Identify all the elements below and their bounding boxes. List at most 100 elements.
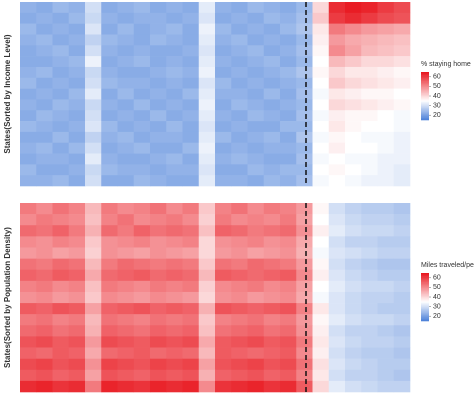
- heat-cell: [393, 280, 411, 293]
- colorbar-segment: [421, 76, 429, 79]
- heat-cell: [68, 2, 86, 14]
- heat-cell: [345, 347, 362, 359]
- heat-cell: [182, 380, 200, 393]
- heat-cell: [328, 88, 346, 100]
- colorbar-segment: [421, 80, 429, 82]
- heat-cell: [150, 131, 167, 144]
- heat-cell: [263, 258, 281, 271]
- heat-cell: [117, 347, 135, 359]
- heat-cell: [361, 269, 378, 282]
- heat-cell: [198, 99, 216, 111]
- heat-cell: [150, 121, 167, 133]
- heat-cell: [215, 99, 232, 111]
- heat-cell: [36, 34, 53, 46]
- heat-cell: [312, 121, 330, 133]
- heat-cell: [280, 45, 297, 57]
- heat-cell: [312, 164, 330, 176]
- heat-cell: [393, 225, 411, 237]
- heat-cell: [231, 12, 248, 24]
- heat-cell: [85, 2, 102, 14]
- heat-cell: [231, 34, 248, 46]
- heat-cell: [296, 336, 313, 348]
- colorbar-segment: [421, 312, 429, 315]
- heat-cell: [296, 77, 313, 89]
- heat-cell: [36, 56, 53, 68]
- heat-cell: [198, 66, 216, 79]
- heat-cell: [85, 77, 102, 89]
- heat-cell: [68, 34, 86, 46]
- heat-cell: [345, 45, 362, 57]
- heat-cell: [312, 258, 330, 271]
- heat-cell: [393, 45, 411, 57]
- heat-cell: [52, 380, 70, 393]
- heat-cell: [361, 369, 378, 382]
- heat-cell: [198, 164, 216, 176]
- heat-cell: [52, 2, 70, 14]
- heat-cell: [263, 56, 281, 68]
- heat-cell: [52, 175, 70, 187]
- colorbar-segment: [421, 279, 429, 281]
- heat-cell: [345, 314, 362, 326]
- heat-cell: [20, 247, 37, 259]
- heat-cell: [68, 214, 86, 226]
- heat-cell: [20, 258, 37, 271]
- heat-cell: [296, 203, 313, 215]
- heat-cell: [85, 280, 102, 293]
- heat-cell: [20, 236, 37, 248]
- heat-cell: [150, 175, 167, 187]
- heat-cell: [361, 303, 378, 315]
- colorbar-segment: [421, 114, 429, 116]
- heat-cell: [101, 203, 118, 215]
- heat-cell: [231, 258, 248, 271]
- heat-cell: [68, 99, 86, 111]
- heat-cell: [280, 314, 297, 326]
- heat-cell: [20, 45, 37, 57]
- heat-cell: [198, 121, 216, 133]
- heat-cell: [150, 77, 167, 89]
- heat-cell: [231, 2, 248, 14]
- heat-cell: [133, 336, 151, 348]
- heat-cell: [68, 303, 86, 315]
- heat-cell: [328, 203, 346, 215]
- heat-cell: [20, 131, 37, 144]
- heat-cell: [68, 347, 86, 359]
- colorbar-segment: [421, 108, 429, 110]
- heat-cell: [101, 380, 118, 393]
- heat-cell: [117, 258, 135, 271]
- colorbar-segment: [421, 110, 429, 112]
- heat-cell: [101, 280, 118, 293]
- colorbar-segment: [421, 300, 429, 303]
- heat-cell: [150, 142, 167, 154]
- heat-cell: [328, 247, 346, 259]
- heat-cell: [247, 225, 265, 237]
- heat-cell: [328, 236, 346, 248]
- colorbar-segment: [421, 87, 429, 90]
- heat-cell: [85, 325, 102, 337]
- heat-cell: [101, 56, 118, 68]
- heat-cell: [52, 303, 70, 315]
- colorbar-segment: [421, 291, 429, 293]
- heat-cell: [393, 131, 411, 144]
- heat-cell: [182, 164, 200, 176]
- heat-cell: [117, 142, 135, 154]
- heat-cell: [328, 314, 346, 326]
- heat-cell: [263, 347, 281, 359]
- heat-cell: [36, 236, 53, 248]
- colorbar-segment: [421, 287, 429, 289]
- heat-cell: [263, 23, 281, 35]
- colorbar-segment: [421, 100, 429, 103]
- heat-cell: [345, 131, 362, 144]
- heat-cell: [117, 99, 135, 111]
- heat-cell: [393, 380, 411, 393]
- heat-cell: [36, 225, 53, 237]
- heat-cell: [101, 121, 118, 133]
- heat-cell: [215, 175, 232, 187]
- heat-cell: [133, 325, 151, 337]
- heat-cell: [393, 358, 411, 371]
- heat-cell: [198, 2, 216, 14]
- heat-cell: [198, 45, 216, 57]
- heat-cell: [52, 153, 70, 165]
- heat-cell: [133, 131, 151, 144]
- heat-cell: [150, 380, 167, 393]
- heat-cell: [36, 303, 53, 315]
